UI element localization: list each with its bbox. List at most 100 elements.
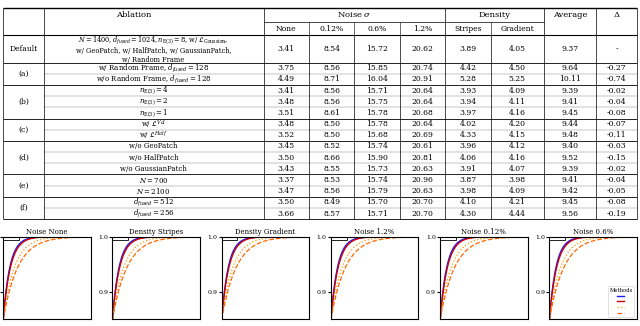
Text: 0.12%: 0.12% — [319, 25, 344, 33]
Text: 8.56: 8.56 — [323, 87, 340, 95]
Text: 3.37: 3.37 — [278, 176, 295, 184]
Text: (e): (e) — [18, 182, 29, 190]
Text: -0.07: -0.07 — [607, 120, 627, 128]
Text: 15.68: 15.68 — [366, 131, 388, 139]
Text: 3.43: 3.43 — [278, 165, 295, 173]
Text: 8.56: 8.56 — [323, 64, 340, 72]
Text: 20.69: 20.69 — [412, 131, 434, 139]
Text: 4.20: 4.20 — [509, 120, 526, 128]
Text: 8.54: 8.54 — [323, 45, 340, 53]
Text: -0.03: -0.03 — [607, 142, 627, 151]
Text: 3.48: 3.48 — [278, 98, 295, 106]
Text: 9.39: 9.39 — [561, 165, 579, 173]
Text: $\Delta$: $\Delta$ — [612, 10, 620, 20]
Text: 9.56: 9.56 — [561, 210, 579, 217]
Text: -0.02: -0.02 — [607, 87, 627, 95]
Text: 8.52: 8.52 — [323, 142, 340, 151]
Text: 4.30: 4.30 — [460, 210, 477, 217]
Text: (a): (a) — [18, 70, 29, 78]
Text: (c): (c) — [19, 126, 29, 134]
Text: 3.91: 3.91 — [460, 165, 477, 173]
Text: 8.56: 8.56 — [323, 98, 340, 106]
Text: 20.74: 20.74 — [412, 64, 434, 72]
Text: -0.08: -0.08 — [607, 198, 627, 206]
Text: 4.42: 4.42 — [460, 64, 477, 72]
Text: $n_{\mathrm{E}(3)} = 1$: $n_{\mathrm{E}(3)} = 1$ — [139, 107, 168, 119]
Text: -0.19: -0.19 — [607, 210, 627, 217]
Text: 4.49: 4.49 — [278, 75, 295, 83]
Text: 4.05: 4.05 — [509, 45, 526, 53]
Text: 15.90: 15.90 — [366, 154, 388, 162]
Text: 4.15: 4.15 — [509, 131, 526, 139]
Text: 3.48: 3.48 — [278, 120, 295, 128]
Text: 5.28: 5.28 — [460, 75, 477, 83]
Text: 9.45: 9.45 — [561, 198, 579, 206]
Text: -0.08: -0.08 — [607, 109, 627, 117]
Text: 20.81: 20.81 — [412, 154, 434, 162]
Text: 3.50: 3.50 — [278, 198, 295, 206]
Text: 15.75: 15.75 — [366, 98, 388, 106]
Text: 20.64: 20.64 — [412, 87, 434, 95]
Text: 20.61: 20.61 — [412, 142, 434, 151]
Text: Stripes: Stripes — [454, 25, 482, 33]
Text: Density: Density — [479, 11, 511, 19]
Text: -: - — [615, 45, 618, 53]
Text: 8.50: 8.50 — [323, 120, 340, 128]
Title: Density Stripes: Density Stripes — [129, 228, 183, 236]
Text: 4.10: 4.10 — [460, 198, 477, 206]
Text: 9.37: 9.37 — [561, 45, 579, 53]
Text: 3.45: 3.45 — [278, 142, 295, 151]
Text: 3.41: 3.41 — [278, 45, 295, 53]
Text: 0.6%: 0.6% — [367, 25, 387, 33]
Title: Noise 0.6%: Noise 0.6% — [573, 228, 613, 236]
Bar — [440, 237, 456, 240]
Text: 8.50: 8.50 — [323, 131, 340, 139]
Text: 15.72: 15.72 — [366, 45, 388, 53]
Title: Noise None: Noise None — [26, 228, 68, 236]
Text: 8.49: 8.49 — [323, 198, 340, 206]
Text: 3.87: 3.87 — [460, 176, 477, 184]
Text: 4.09: 4.09 — [509, 87, 526, 95]
Text: 9.41: 9.41 — [561, 98, 579, 106]
Text: 3.41: 3.41 — [278, 87, 295, 95]
Text: 1.2%: 1.2% — [413, 25, 432, 33]
Text: 9.41: 9.41 — [561, 176, 579, 184]
Text: 3.75: 3.75 — [278, 64, 295, 72]
Text: (f): (f) — [19, 204, 28, 212]
Text: 15.79: 15.79 — [366, 187, 388, 195]
Text: 4.33: 4.33 — [460, 131, 477, 139]
Text: 9.40: 9.40 — [561, 142, 579, 151]
Text: 15.78: 15.78 — [366, 109, 388, 117]
Text: (b): (b) — [18, 98, 29, 106]
Text: $N = 700$: $N = 700$ — [139, 175, 168, 185]
Text: 15.78: 15.78 — [366, 120, 388, 128]
Text: 8.57: 8.57 — [323, 210, 340, 217]
Text: 15.71: 15.71 — [366, 87, 388, 95]
Text: 3.94: 3.94 — [460, 98, 477, 106]
Text: 20.62: 20.62 — [412, 45, 434, 53]
Text: Ablation: Ablation — [116, 11, 151, 19]
Text: $d_{fused} = 256$: $d_{fused} = 256$ — [132, 208, 174, 219]
Text: Noise $\sigma$: Noise $\sigma$ — [337, 10, 372, 20]
Text: 10.11: 10.11 — [559, 75, 581, 83]
Text: 3.93: 3.93 — [460, 87, 477, 95]
Text: Average: Average — [553, 11, 588, 19]
Text: $d_{fused} = 512$: $d_{fused} = 512$ — [133, 197, 174, 208]
Text: 9.45: 9.45 — [561, 109, 579, 117]
Text: 9.44: 9.44 — [561, 120, 579, 128]
Text: w/o Random Frame, $d_{fused} = 128$: w/o Random Frame, $d_{fused} = 128$ — [96, 73, 211, 85]
Bar — [113, 237, 128, 240]
Text: Default: Default — [9, 45, 38, 53]
Title: Noise 1.2%: Noise 1.2% — [355, 228, 395, 236]
Text: (d): (d) — [18, 154, 29, 162]
Text: w/o GaussianPatch: w/o GaussianPatch — [120, 165, 187, 173]
Text: 20.64: 20.64 — [412, 120, 434, 128]
Text: w/ $\mathcal{L}^{Val}$: w/ $\mathcal{L}^{Val}$ — [141, 118, 166, 130]
Text: 15.71: 15.71 — [366, 210, 388, 217]
Text: 20.96: 20.96 — [412, 176, 434, 184]
Text: -0.11: -0.11 — [607, 131, 627, 139]
Text: 8.66: 8.66 — [323, 154, 340, 162]
Text: -0.02: -0.02 — [607, 165, 627, 173]
Text: 4.16: 4.16 — [509, 109, 526, 117]
Text: 15.85: 15.85 — [366, 64, 388, 72]
